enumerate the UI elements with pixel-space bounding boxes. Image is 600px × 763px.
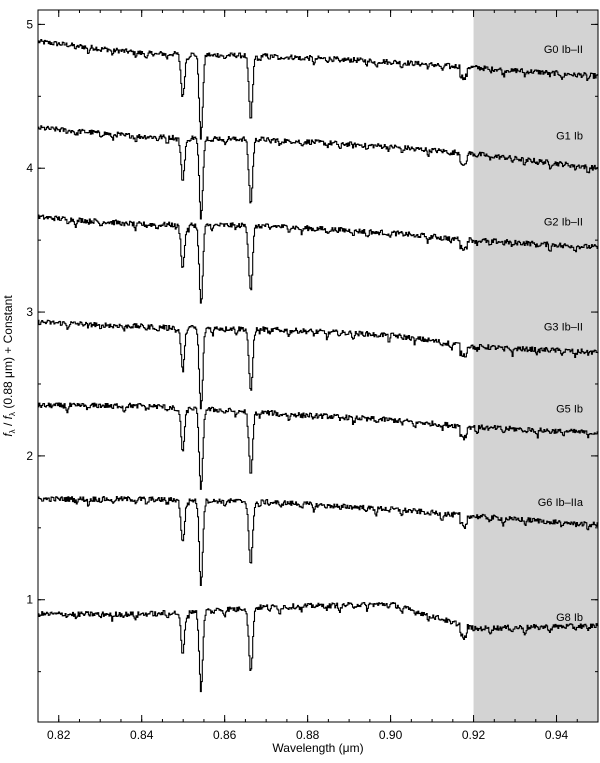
series-line (38, 214, 599, 304)
y-tick-label: 1 (26, 593, 33, 607)
series-line (38, 402, 599, 490)
x-ticks: 0.82 0.84 0.86 0.88 0.90 0.92 0.94 (37, 10, 599, 742)
y-tick-label: 3 (26, 305, 33, 319)
shaded-region-layer (473, 10, 598, 722)
series-label: G0 Ib–II (544, 44, 583, 56)
x-tick-label: 0.94 (545, 728, 569, 742)
series-label: G6 Ib–IIa (538, 497, 584, 509)
series-line (38, 496, 599, 586)
series-label: G8 Ib (556, 612, 583, 624)
series-line (38, 125, 599, 220)
y-tick-label: 4 (26, 161, 33, 175)
x-tick-label: 0.86 (213, 728, 237, 742)
x-tick-label: 0.92 (462, 728, 486, 742)
series-label: G3 Ib–II (544, 322, 583, 334)
series-line (38, 38, 599, 140)
series-labels: G0 Ib–II G1 Ib G2 Ib–II G3 Ib–II G5 Ib G6 Ib–… (538, 44, 584, 624)
series-label: G2 Ib–II (544, 217, 583, 229)
y-axis-title-f2: f (1, 414, 15, 419)
y-axis-title-slash: / (1, 419, 15, 429)
series-label: G1 Ib (556, 130, 583, 142)
series-label: G5 Ib (556, 404, 583, 416)
y-axis-title: fλ / fλ (0.88 μm) + Constant (1, 295, 17, 437)
x-axis-title: Wavelength (μm) (272, 741, 363, 755)
series-line (38, 319, 599, 410)
x-tick-label: 0.90 (379, 728, 403, 742)
series-line (38, 601, 599, 693)
x-tick-label: 0.84 (130, 728, 154, 742)
x-tick-label: 0.88 (296, 728, 320, 742)
y-axis-title-sub2: λ (8, 412, 17, 416)
y-ticks: 1 2 3 4 5 (26, 17, 598, 673)
shaded-region (473, 10, 598, 722)
x-tick-label: 0.82 (47, 728, 71, 742)
y-tick-label: 5 (26, 17, 33, 31)
y-axis-title-sub1: λ (8, 429, 17, 433)
y-axis-title-f1: f (1, 432, 15, 437)
series-layer (38, 38, 599, 693)
plot-frame (37, 9, 599, 723)
y-tick-label: 2 (26, 449, 33, 463)
y-axis-title-rest: (0.88 μm) + Constant (1, 295, 15, 412)
